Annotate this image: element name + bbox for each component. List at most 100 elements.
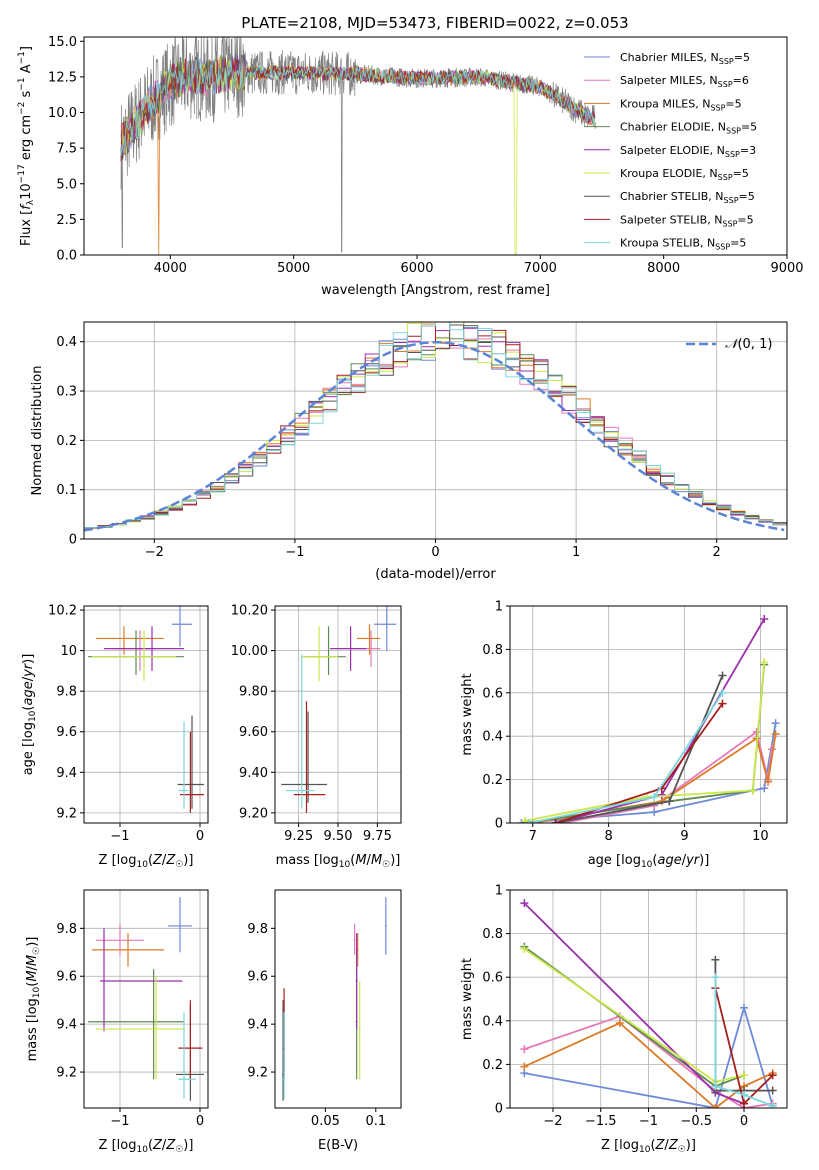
residuals-ylabel: Normed distribution — [30, 366, 45, 496]
x-tick-label: 8 — [605, 829, 613, 844]
weight-marker — [740, 1071, 749, 1080]
y-tick-label: 9.4 — [56, 1018, 77, 1033]
x-tick-label: −1 — [285, 545, 304, 560]
weight-line — [521, 723, 777, 823]
y-tick-label: 9.2 — [247, 1066, 268, 1081]
y-tick-label: 9.4 — [56, 766, 77, 781]
weight-marker — [740, 1003, 749, 1012]
x-tick-label: 0.05 — [311, 1114, 340, 1129]
legend-label: Kroupa MILES, NSSP=5 — [620, 97, 742, 112]
y-tick-label: 12.5 — [48, 70, 77, 85]
y-tick-label: 0 — [495, 1102, 503, 1117]
axes-frame — [83, 605, 209, 824]
weight-marker — [524, 819, 533, 823]
x-tick-label: 0 — [740, 1114, 748, 1129]
y-tick-label: 0.2 — [482, 1058, 503, 1073]
y-tick-label: 9.4 — [247, 1018, 268, 1033]
age-vs-Z-xlabel: Z [log10(Z/Z☉)] — [99, 853, 194, 870]
y-tick-label: 0.4 — [482, 730, 503, 745]
mass_vs_ebv-frame: 0.05 0.1 9.2 9.4 9.6 9.8 — [247, 889, 402, 1129]
age-vs-mass-xlabel: mass [log10(M/M☉)] — [276, 853, 401, 870]
x-tick-label: 2 — [713, 545, 721, 560]
weight-vs-age-xlabel: age [log10(age/yr)] — [588, 853, 710, 870]
weight-marker — [711, 1082, 720, 1091]
weight-vs-age-ylabel: mass weight — [460, 673, 475, 755]
y-tick-label: 0.4 — [56, 335, 77, 350]
y-tick-label: 9.6 — [247, 970, 268, 985]
x-tick-label: 7 — [529, 829, 537, 844]
age_vs_mass-plot — [281, 606, 397, 813]
y-tick-label: 1 — [495, 600, 503, 615]
x-tick-label: −2 — [543, 1114, 562, 1129]
weight_vs_Z-plot — [520, 899, 777, 1108]
weight-marker — [711, 973, 720, 982]
weight-marker — [768, 1071, 777, 1080]
y-tick-label: 10.2 — [48, 604, 77, 619]
weight-marker — [768, 1086, 777, 1095]
legend-label: Salpeter STELIB, NSSP=5 — [620, 213, 754, 228]
weight-marker — [767, 745, 776, 754]
age_vs_mass-axes — [275, 606, 401, 823]
mass-vs-Z-xlabel: Z [log10(Z/Z☉)] — [99, 1138, 194, 1155]
axes-frame — [83, 889, 209, 1109]
mass-vs-ebv-xlabel: E(B-V) — [318, 1138, 358, 1153]
y-tick-label: 0.0 — [56, 249, 77, 264]
y-tick-label: 0.8 — [482, 927, 503, 942]
residuals-frame: −2 −1 0 1 2 0 0.1 0.2 0.3 0.4 — [56, 321, 788, 560]
residual-histogram — [84, 325, 787, 529]
x-tick-label: −1 — [110, 829, 129, 844]
mass_vs_Z-axes — [84, 890, 208, 1108]
age_vs_Z-frame: −1 0 9.2 9.4 9.6 9.8 10 10.2 — [48, 604, 209, 844]
x-tick-label: 9.50 — [324, 829, 353, 844]
y-tick-label: 9.6 — [56, 970, 77, 985]
spectrum-legend: Chabrier MILES, NSSP=5 Salpeter MILES, NS… — [584, 51, 757, 252]
legend-label: Chabrier STELIB, NSSP=5 — [620, 190, 755, 205]
x-tick-label: 0 — [196, 829, 204, 844]
weight-marker — [520, 1062, 529, 1071]
mass_vs_ebv-plot — [282, 897, 387, 1101]
weight-line — [714, 977, 774, 1107]
y-tick-label: 7.5 — [56, 142, 77, 157]
x-tick-label: 0.1 — [365, 1114, 386, 1129]
legend-label: Salpeter MILES, NSSP=6 — [620, 74, 749, 89]
weight-marker — [718, 699, 727, 708]
mass_vs_Z-plot — [88, 897, 204, 1101]
weight-marker — [520, 944, 529, 953]
mass_vs_Z-frame: −1 0 9.2 9.4 9.6 9.8 — [56, 889, 209, 1129]
age_vs_Z-plot — [88, 606, 204, 813]
y-tick-label: 10 — [60, 644, 77, 659]
weight_vs_age-frame: 7 8 9 10 0 0.2 0.4 0.6 0.8 1 — [482, 600, 788, 844]
axes-frame — [83, 36, 788, 256]
weight_vs_Z-frame: −2 −1.5 −1 −0.5 0 0 0.2 0.4 0.6 0.8 1 — [482, 884, 788, 1129]
y-tick-label: 0.3 — [56, 385, 77, 400]
y-tick-label: 10.0 — [48, 106, 77, 121]
weight-marker — [520, 899, 529, 908]
y-tick-label: 9.8 — [56, 685, 77, 700]
weight-vs-Z-ylabel: mass weight — [460, 958, 475, 1040]
weight-marker — [528, 819, 537, 823]
y-tick-label: 1 — [495, 884, 503, 899]
y-tick-label: 9.60 — [239, 725, 268, 740]
weight-line — [523, 902, 745, 1105]
x-tick-label: −1 — [110, 1114, 129, 1129]
weight-line — [523, 948, 745, 1083]
legend-label: Salpeter ELODIE, NSSP=3 — [620, 144, 756, 159]
weight-marker — [650, 792, 659, 801]
spectrum-plot — [120, 37, 597, 255]
weight-marker — [771, 719, 780, 728]
residuals-plot — [84, 322, 787, 532]
weight-marker — [760, 784, 769, 793]
y-tick-label: 9.8 — [56, 922, 77, 937]
weight-marker — [740, 1099, 749, 1108]
legend-label: Kroupa ELODIE, NSSP=5 — [620, 167, 749, 182]
residuals-xlabel: (data-model)/error — [375, 567, 496, 582]
y-tick-label: 0.2 — [56, 434, 77, 449]
age_vs_mass-frame: 9.25 9.50 9.75 9.20 9.40 9.60 9.80 10.00 10.20 — [231, 604, 402, 844]
y-tick-label: 0.6 — [482, 971, 503, 986]
x-tick-label: −0.5 — [680, 1114, 712, 1129]
x-tick-label: 0 — [431, 545, 439, 560]
weight-marker — [642, 792, 651, 801]
spectrum-xlabel: wavelength [Angstrom, rest frame] — [321, 283, 550, 298]
y-tick-label: 9.80 — [239, 685, 268, 700]
